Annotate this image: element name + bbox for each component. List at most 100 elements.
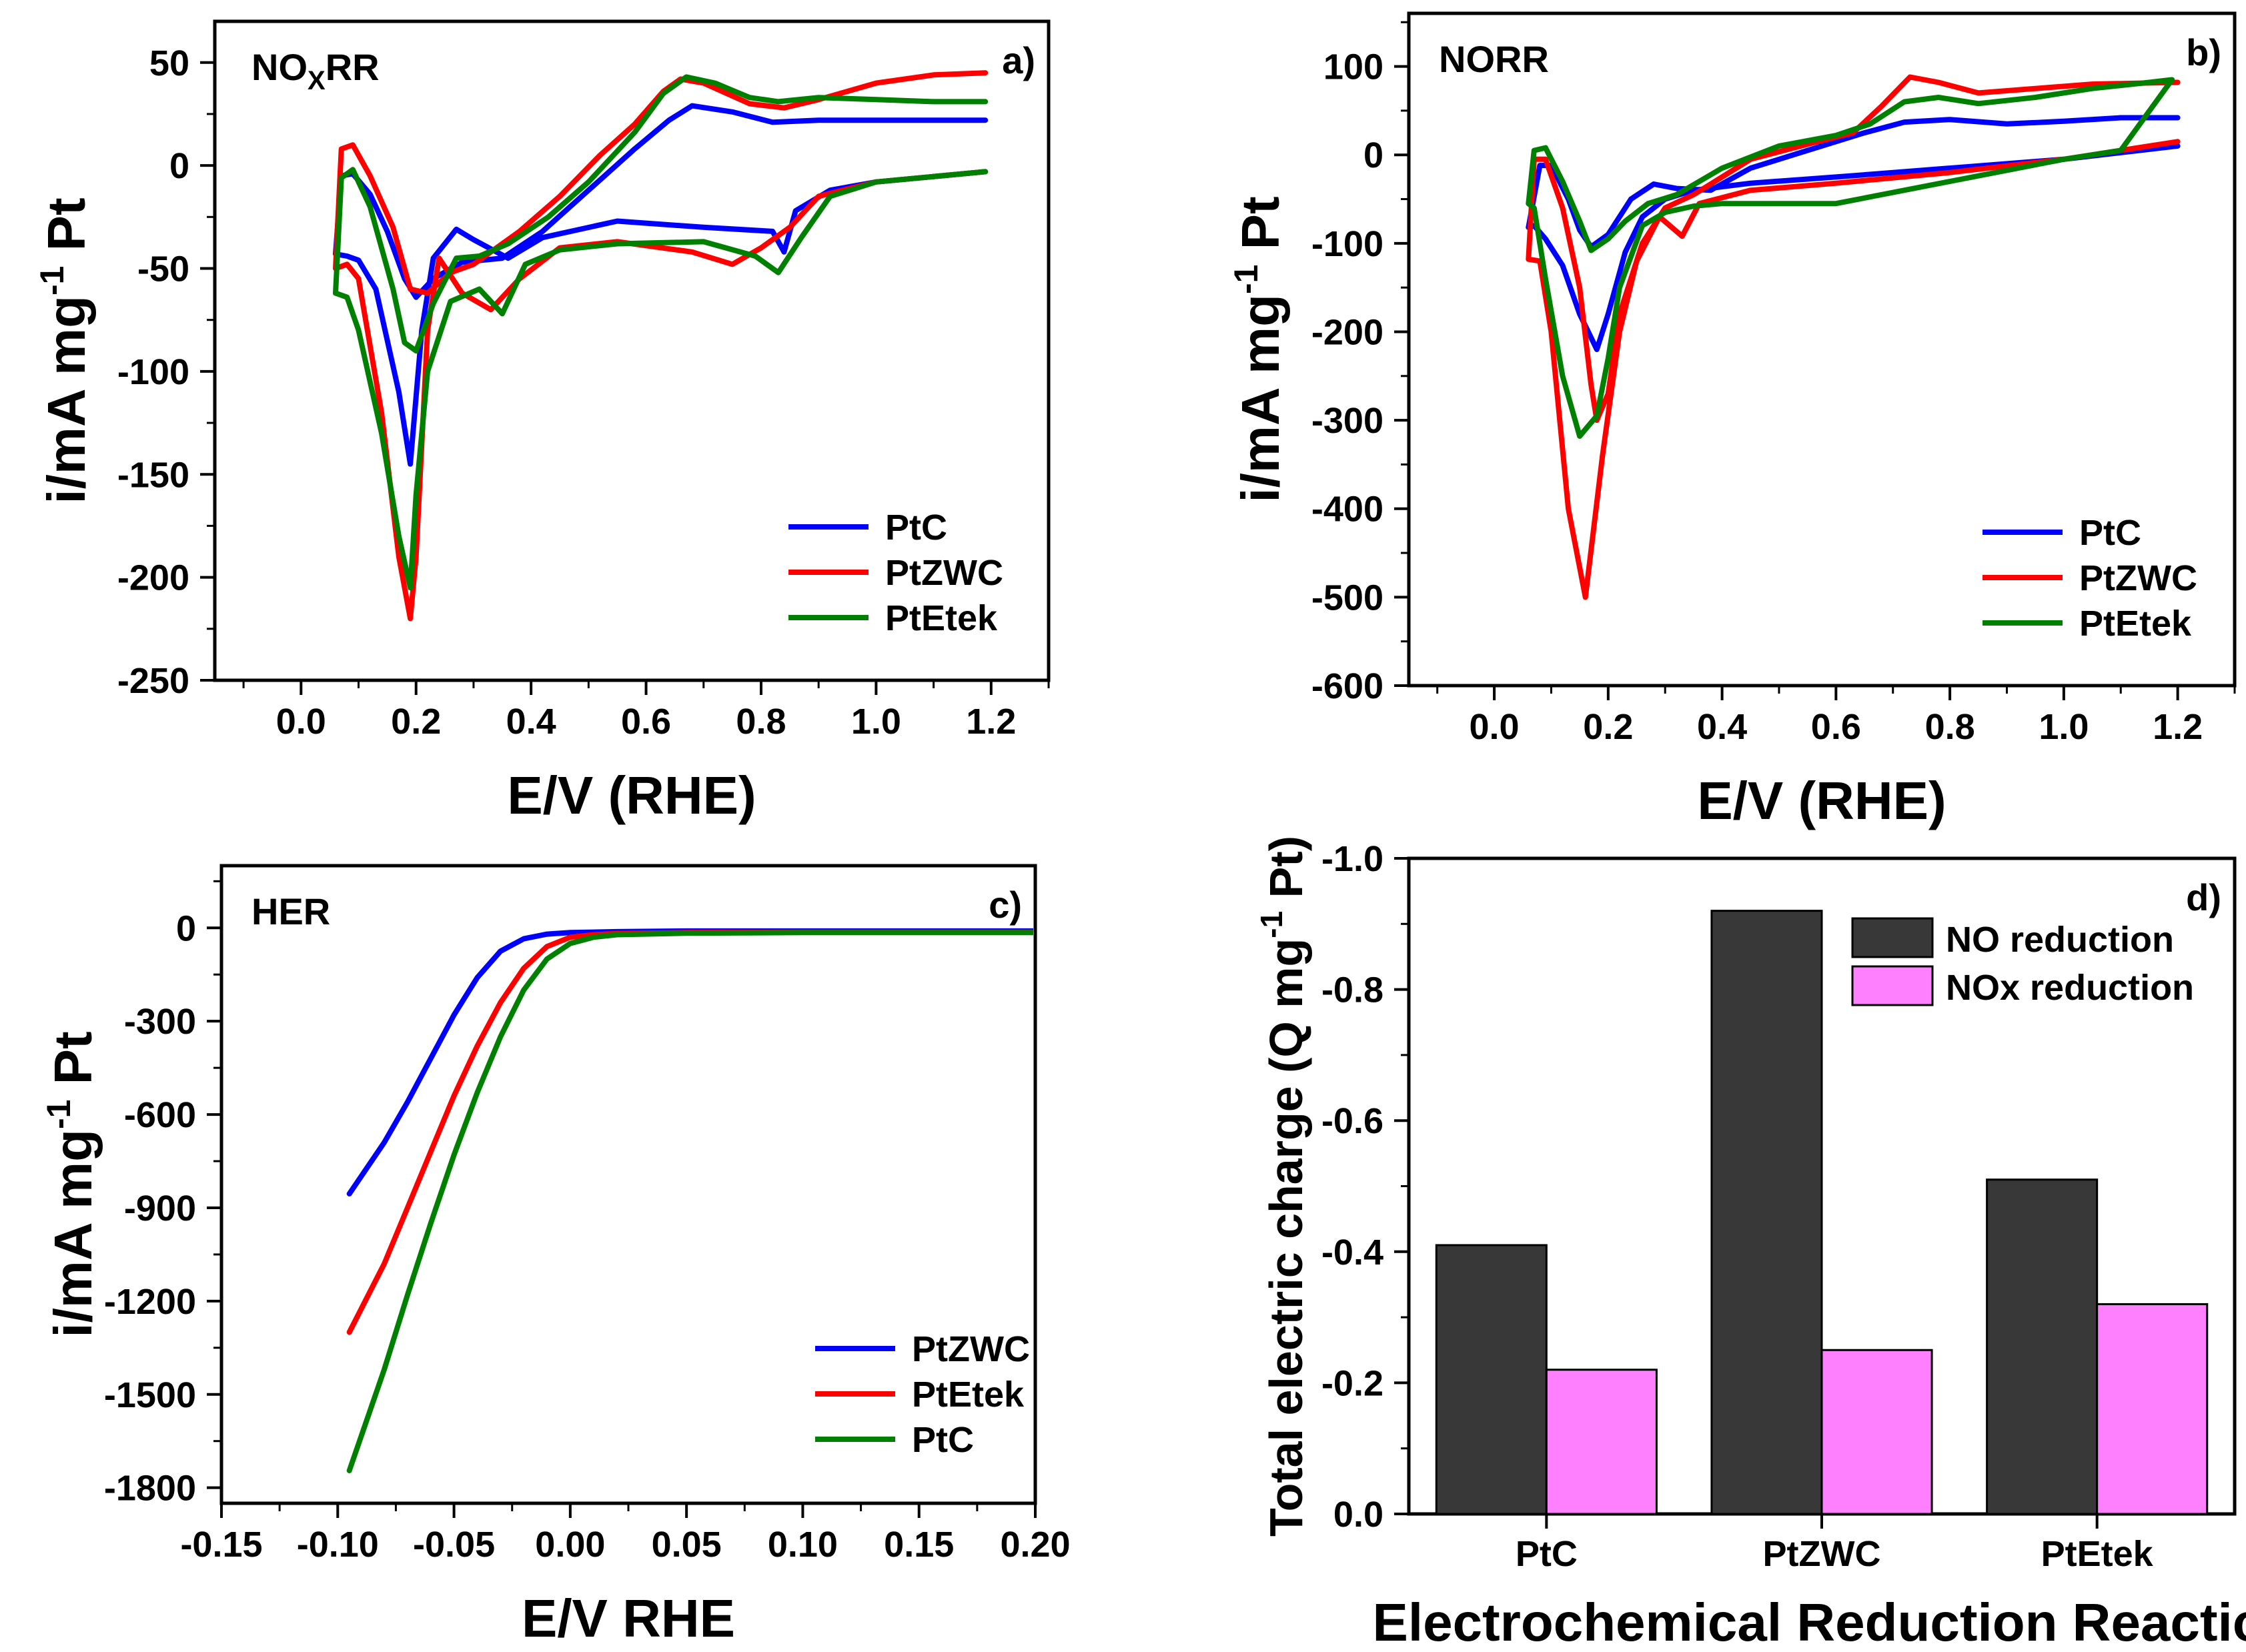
panel-letter: a) — [1002, 39, 1035, 81]
bar-no-reduction-ptc — [1435, 1244, 1548, 1515]
legend-label: PtEtek — [2079, 604, 2192, 644]
bar-no-reduction-ptzwc — [1710, 910, 1823, 1515]
plot-frame — [213, 19, 1051, 682]
y-tick-label: -200 — [117, 558, 189, 598]
panel-a-noxrr-chart: 0.0 0.2 0.4 0.6 0.8 1.0 1.2 50 0 -50 -100 -150 -200 -… — [33, 19, 1051, 825]
x-tick-label: 1.0 — [2039, 707, 2089, 747]
x-tick-label: 0.4 — [1697, 707, 1747, 747]
legend-label: NOx reduction — [1946, 968, 2194, 1008]
x-tick-label: 0.05 — [652, 1525, 722, 1565]
bar-no-reduction-ptetek — [1986, 1178, 2099, 1515]
x-tick-label: -0.10 — [297, 1525, 379, 1565]
panel-letter: c) — [989, 884, 1022, 926]
x-axis-label: Electrochemical Reduction Reaction — [1372, 1593, 2246, 1652]
x-tick-label: 0.15 — [884, 1525, 954, 1565]
x-tick-label: 0.8 — [1925, 707, 1975, 747]
legend-label: PtZWC — [885, 553, 1003, 593]
y-tick-label: -500 — [1311, 578, 1383, 618]
y-tick-label: -0.2 — [1321, 1363, 1383, 1403]
x-tick-label: -0.05 — [413, 1525, 495, 1565]
series-line-ptetek — [333, 74, 989, 591]
panel-c-her-chart: -0.15 -0.10 -0.05 0.00 0.05 0.10 0.15 0.20 0 -300… — [40, 864, 1071, 1648]
y-tick-label: 0 — [169, 146, 189, 186]
y-tick-label: 0 — [1363, 135, 1383, 175]
x-axis-label: E/V (RHE) — [1697, 771, 1946, 830]
x-tick-label: 0.10 — [768, 1525, 838, 1565]
x-tick-label: 1.2 — [2153, 707, 2203, 747]
y-tick-label: -200 — [1311, 312, 1383, 352]
y-tick-label: -0.6 — [1321, 1101, 1383, 1141]
x-tick-label: 0.0 — [1470, 707, 1520, 747]
bar-nox-reduction-ptzwc — [1820, 1349, 1933, 1515]
x-tick-label: 1.0 — [851, 702, 901, 742]
y-tick-label: -150 — [117, 455, 189, 495]
x-tick-label: 0.8 — [736, 702, 786, 742]
legend-label: NO reduction — [1946, 920, 2174, 960]
y-tick-label: -300 — [124, 1002, 196, 1042]
y-tick-label: 50 — [149, 43, 189, 83]
y-tick-label: -600 — [124, 1095, 196, 1135]
y-axis-label: i/mA mg-1 Pt — [33, 197, 96, 504]
y-tick-label: -400 — [1311, 490, 1383, 530]
x-tick-label: -0.15 — [180, 1525, 262, 1565]
x-tick-label: 0.0 — [276, 702, 326, 742]
y-tick-label: -1.0 — [1321, 839, 1383, 879]
x-tick-label: 0.6 — [1811, 707, 1861, 747]
y-tick-label: -300 — [1311, 401, 1383, 441]
series-line-ptzwc — [1526, 74, 2181, 600]
x-tick-label: PtC — [1516, 1534, 1578, 1574]
y-tick-label: -1800 — [104, 1469, 196, 1509]
y-tick-label: -250 — [117, 661, 189, 701]
x-tick-label: 0.20 — [1000, 1525, 1070, 1565]
x-tick-label: 0.4 — [506, 702, 556, 742]
x-tick-label: 0.2 — [391, 702, 441, 742]
y-tick-label: -1200 — [104, 1282, 196, 1322]
legend-label: PtC — [885, 508, 947, 548]
legend-swatch-0 — [1851, 917, 1934, 958]
series-line-ptetek — [346, 929, 1033, 1335]
panel-title: NORR — [1439, 38, 1549, 80]
y-tick-label: 0 — [176, 908, 196, 948]
panel-b-norr-chart: 0.0 0.2 0.4 0.6 0.8 1.0 1.2 100 0 -100 -200 -300 -40… — [1227, 11, 2237, 830]
y-tick-label: -0.4 — [1321, 1232, 1383, 1273]
x-tick-label: PtEtek — [2041, 1534, 2154, 1574]
panel-d-charge-bar-chart: -1.0 -0.8 -0.6 -0.4 -0.2 0.0 PtC PtZWC PtEtek NO … — [1254, 836, 2246, 1652]
legend-label: PtEtek — [885, 598, 998, 638]
plot-frame — [1407, 11, 2237, 688]
y-axis-label: i/mA mg-1 Pt — [40, 1031, 103, 1337]
bar-nox-reduction-ptc — [1545, 1369, 1658, 1515]
x-tick-label: 0.00 — [535, 1525, 605, 1565]
x-tick-label: 0.2 — [1583, 707, 1633, 747]
legend-swatch-1 — [1851, 965, 1934, 1006]
y-tick-label: -0.8 — [1321, 970, 1383, 1010]
series-line-ptetek — [1526, 77, 2175, 439]
panel-letter: b) — [2186, 31, 2221, 73]
y-tick-label: -100 — [1311, 224, 1383, 264]
legend-label: PtZWC — [2079, 558, 2197, 598]
data-area — [346, 928, 1033, 1473]
y-tick-label: -900 — [124, 1188, 196, 1228]
x-tick-label: 0.6 — [621, 702, 671, 742]
x-tick-label: PtZWC — [1763, 1534, 1881, 1574]
data-area — [333, 70, 989, 622]
panel-title: HER — [251, 890, 330, 932]
y-axis-label: i/mA mg-1 Pt — [1227, 196, 1290, 502]
y-tick-label: -1500 — [104, 1375, 196, 1415]
data-area — [1526, 74, 2181, 600]
legend-label: PtZWC — [912, 1329, 1030, 1369]
y-tick-label: -50 — [137, 249, 189, 289]
y-tick-label: 0.0 — [1333, 1495, 1383, 1535]
bar-nox-reduction-ptetek — [2096, 1303, 2209, 1515]
y-tick-label: 100 — [1323, 47, 1383, 87]
x-axis-label: E/V (RHE) — [507, 766, 756, 825]
legend-label: PtC — [912, 1420, 974, 1460]
panel-letter: d) — [2186, 876, 2221, 918]
legend-label: PtC — [2079, 513, 2141, 553]
x-axis-label: E/V RHE — [522, 1589, 735, 1648]
panel-title: NOXRR — [251, 46, 380, 95]
series-line-ptc — [346, 930, 1033, 1473]
y-tick-label: -600 — [1311, 666, 1383, 706]
y-axis-label: Total electric charge (Q mg-1 Pt) — [1254, 836, 1312, 1537]
legend-label: PtEtek — [912, 1375, 1025, 1415]
